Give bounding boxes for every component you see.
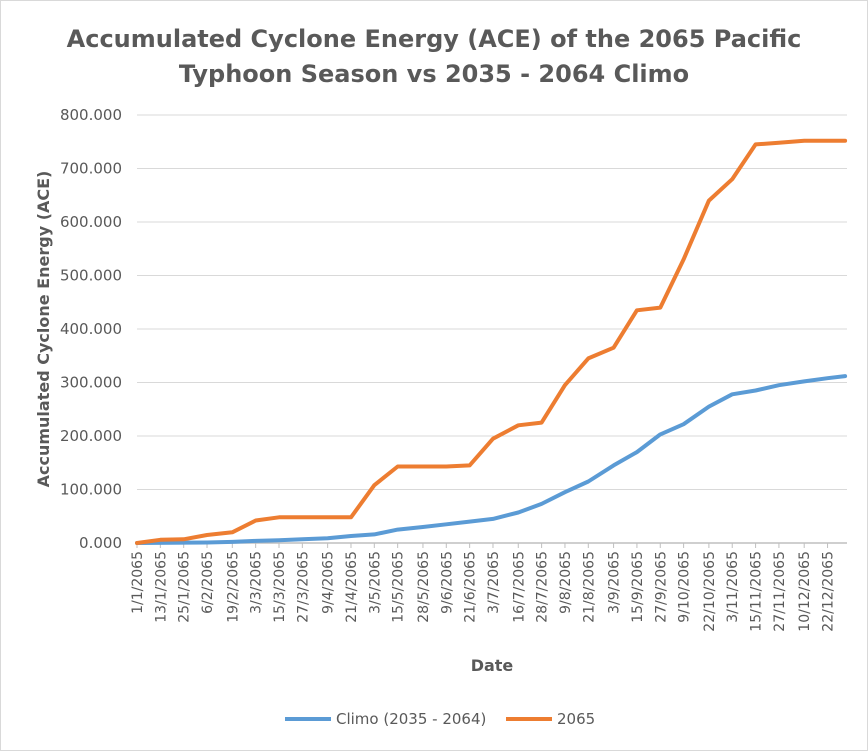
y-tick-label: 500.000 [60, 267, 122, 285]
y-tick-label: 600.000 [60, 213, 122, 231]
x-axis-title: Date [471, 656, 514, 675]
chart-title-line-1: Accumulated Cyclone Energy (ACE) of the … [67, 25, 802, 53]
x-tick-label: 22/10/2065 [702, 551, 718, 632]
series-lines [135, 138, 848, 545]
y-tick-label: 100.000 [60, 481, 122, 499]
x-tick-label: 15/3/2065 [272, 551, 288, 623]
x-tick-label: 28/5/2065 [416, 551, 432, 623]
x-tick-label: 13/1/2065 [153, 551, 169, 623]
x-tick-label: 21/4/2065 [344, 551, 360, 623]
x-tick-label: 25/1/2065 [177, 551, 193, 623]
x-tick-label: 1/1/2065 [130, 551, 146, 614]
x-tick-label: 9/8/2065 [558, 551, 574, 614]
legend: Climo (2035 - 2064) 2065 [285, 710, 595, 728]
x-tick-label: 27/9/2065 [653, 551, 669, 623]
legend-label-2065: 2065 [557, 710, 595, 728]
y-tick-label: 200.000 [60, 427, 122, 445]
x-tick-label: 19/2/2065 [225, 551, 241, 623]
y-tick-label: 0.000 [79, 534, 122, 552]
legend-label-climo: Climo (2035 - 2064) [336, 710, 486, 728]
x-tick-label: 15/5/2065 [391, 551, 407, 623]
series-line-2065 [135, 138, 848, 545]
y-axis-ticks: 0.000 100.000 200.000 300.000 400.000 500.000… [60, 106, 122, 552]
x-tick-label: 6/2/2065 [200, 551, 216, 614]
x-tick-label: 28/7/2065 [535, 551, 551, 623]
y-tick-label: 300.000 [60, 374, 122, 392]
y-axis-title: Accumulated Cyclone Energy (ACE) [34, 171, 53, 488]
x-tick-label: 3/11/2065 [725, 551, 741, 623]
series-line-climo [135, 374, 848, 545]
x-tick-label: 3/3/2065 [249, 551, 265, 614]
x-tick-label: 3/9/2065 [607, 551, 623, 614]
x-tick-label: 16/7/2065 [511, 551, 527, 623]
x-tick-label: 10/12/2065 [797, 551, 813, 632]
x-tick-label: 27/11/2065 [772, 551, 788, 632]
x-tick-label: 3/7/2065 [486, 551, 502, 614]
x-tick-label: 9/10/2065 [677, 551, 693, 623]
x-tick-label: 15/11/2065 [749, 551, 765, 632]
x-tick-label: 21/6/2065 [463, 551, 479, 623]
x-axis-ticks: 1/1/2065 13/1/2065 25/1/2065 6/2/2065 19/2/2… [130, 543, 837, 632]
x-tick-label: 22/12/2065 [821, 551, 837, 632]
x-tick-label: 9/4/2065 [321, 551, 337, 614]
x-tick-label: 21/8/2065 [581, 551, 597, 623]
y-tick-label: 800.000 [60, 106, 122, 124]
x-tick-label: 9/6/2065 [439, 551, 455, 614]
y-tick-label: 700.000 [60, 160, 122, 178]
gridlines [137, 114, 847, 544]
chart-title-line-2: Typhoon Season vs 2035 - 2064 Climo [179, 60, 689, 88]
x-tick-label: 15/9/2065 [630, 551, 646, 623]
y-tick-label: 400.000 [60, 320, 122, 338]
x-tick-label: 27/3/2065 [295, 551, 311, 623]
x-tick-label: 3/5/2065 [367, 551, 383, 614]
